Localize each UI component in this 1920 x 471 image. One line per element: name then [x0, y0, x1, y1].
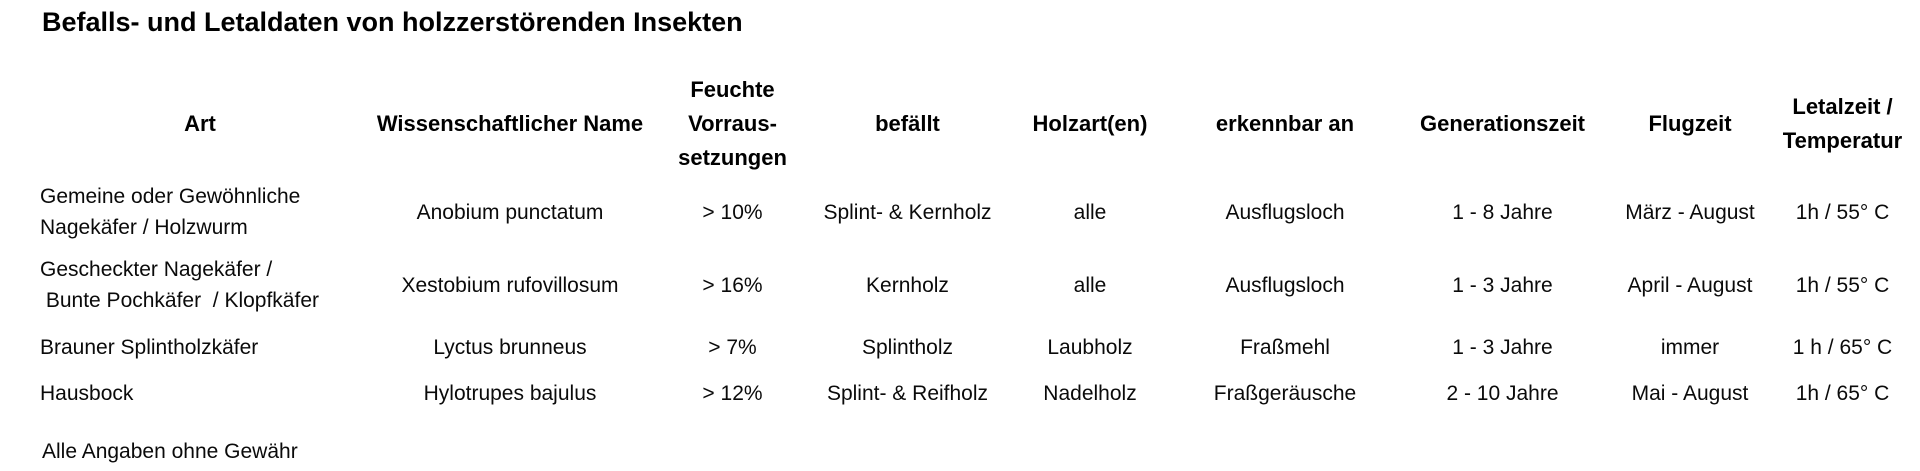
cell-feuchte_voraussetzungen: > 12% [702, 381, 763, 405]
cell-erkennbar_an: Fraßgeräusche [1213, 381, 1357, 405]
cell-flugzeit: immer [1660, 335, 1720, 359]
cell-feuchte_voraussetzungen: > 10% [702, 200, 763, 224]
cell-erkennbar_an: Fraßmehl [1240, 335, 1330, 359]
cell-befaellt: Splintholz [861, 335, 954, 359]
table-body: Gemeine oder Gewöhnliche Nagekäfer / Hol… [0, 178, 1910, 416]
cell-erkennbar_an: Ausflugsloch [1225, 200, 1345, 224]
column-header-befaellt: befällt [875, 111, 940, 136]
cell-wissenschaftlicher_name: Xestobium rufovillosum [401, 273, 619, 297]
cell-letalzeit_temperatur: 1h / 55° C [1795, 273, 1890, 297]
cell-generationszeit: 1 - 8 Jahre [1452, 200, 1553, 224]
cell-holzarten: alle [1073, 200, 1107, 224]
cell-befaellt: Splint- & Reifholz [826, 381, 989, 405]
cell-art: Brauner Splintholzkäfer [40, 335, 259, 359]
cell-letalzeit_temperatur: 1h / 55° C [1795, 200, 1890, 224]
cell-holzarten: Laubholz [1047, 335, 1133, 359]
cell-wissenschaftlicher_name: Anobium punctatum [416, 200, 604, 224]
cell-feuchte_voraussetzungen: > 16% [702, 273, 763, 297]
cell-holzarten: alle [1073, 273, 1107, 297]
table-header-row: Art Wissenschaftlicher Name Feuchte Vorrau… [0, 70, 1910, 178]
cell-generationszeit: 1 - 3 Jahre [1452, 273, 1553, 297]
page-title: Befalls- und Letaldaten von holzzerstöre… [42, 7, 743, 37]
cell-holzarten: Nadelholz [1043, 381, 1137, 405]
column-header-holzarten: Holzart(en) [1032, 111, 1148, 136]
cell-befaellt: Kernholz [866, 273, 949, 297]
cell-art: Hausbock [40, 381, 134, 405]
column-header-feuchte_voraussetzungen: Feuchte Vorraus- setzungen [678, 77, 787, 170]
cell-flugzeit: April - August [1627, 273, 1753, 297]
column-header-wissenschaftlicher_name: Wissenschaftlicher Name [376, 111, 644, 136]
column-header-letalzeit_temperatur: Letalzeit / Temperatur [1782, 94, 1903, 153]
insect-table: Art Wissenschaftlicher Name Feuchte Vorrau… [0, 70, 1910, 416]
cell-generationszeit: 1 - 3 Jahre [1452, 335, 1553, 359]
table-row: Gemeine oder Gewöhnliche Nagekäfer / Hol… [0, 178, 1910, 246]
cell-flugzeit: Mai - August [1631, 381, 1749, 405]
column-header-flugzeit: Flugzeit [1648, 111, 1732, 136]
column-header-generationszeit: Generationszeit [1419, 111, 1586, 136]
table-header: Art Wissenschaftlicher Name Feuchte Vorrau… [0, 70, 1910, 178]
cell-befaellt: Splint- & Kernholz [823, 200, 992, 224]
column-header-erkennbar_an: erkennbar an [1215, 111, 1355, 136]
table-row: Brauner Splintholzkäfer Lyctus brunneus > … [0, 324, 1910, 370]
table-row: Hausbock Hylotrupes bajulus > 12% Splint- &… [0, 370, 1910, 416]
column-header-art: Art [184, 111, 216, 136]
table-row: Gescheckter Nagekäfer / Bunte Pochkäfer … [0, 246, 1910, 324]
cell-wissenschaftlicher_name: Hylotrupes bajulus [423, 381, 597, 405]
cell-feuchte_voraussetzungen: > 7% [708, 335, 757, 359]
cell-flugzeit: März - August [1625, 200, 1755, 224]
cell-letalzeit_temperatur: 1h / 65° C [1795, 381, 1890, 405]
cell-art: Gescheckter Nagekäfer / Bunte Pochkäfer … [40, 258, 319, 312]
cell-generationszeit: 2 - 10 Jahre [1446, 381, 1559, 405]
cell-erkennbar_an: Ausflugsloch [1225, 273, 1345, 297]
cell-letalzeit_temperatur: 1 h / 65° C [1792, 335, 1893, 359]
cell-wissenschaftlicher_name: Lyctus brunneus [433, 335, 587, 359]
cell-art: Gemeine oder Gewöhnliche Nagekäfer / Hol… [40, 185, 301, 239]
disclaimer-note: Alle Angaben ohne Gewähr [42, 440, 298, 463]
